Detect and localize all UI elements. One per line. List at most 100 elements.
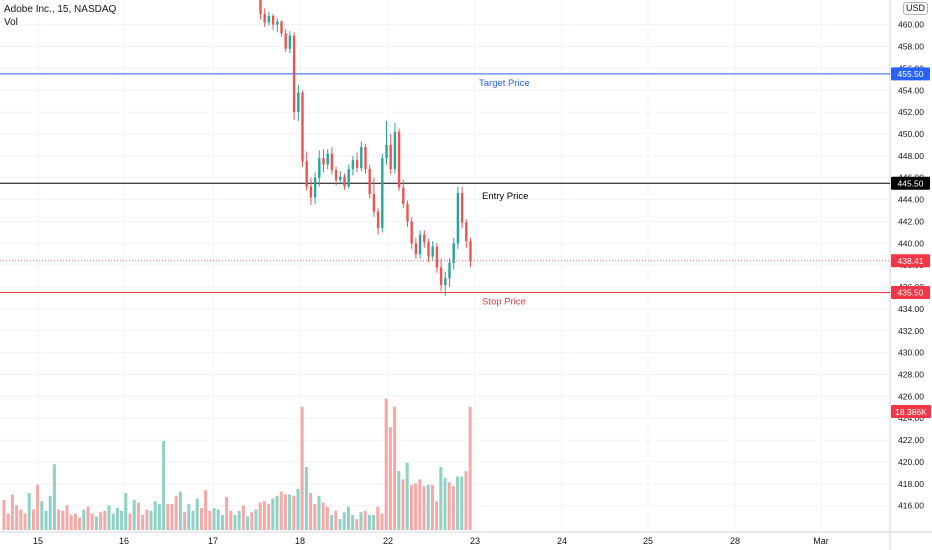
y-tick-label: 432.00	[898, 326, 924, 336]
volume-bar	[418, 479, 422, 530]
candle-body	[288, 35, 292, 49]
volume-bar	[380, 513, 384, 530]
candle-body	[339, 176, 342, 180]
volume-bar	[414, 483, 418, 530]
symbol-legend: Adobe Inc., 15, NASDAQ	[4, 4, 117, 15]
volume-bar	[82, 509, 86, 530]
last-price-badge-bg	[891, 254, 930, 268]
volume-bar	[128, 513, 132, 530]
candle-body	[435, 246, 439, 268]
candle-body	[355, 160, 359, 168]
volume-bar	[149, 510, 153, 530]
volume-bar	[426, 484, 430, 530]
volume-bar	[61, 510, 65, 530]
volume-bar	[132, 499, 136, 530]
candle-body	[414, 243, 418, 255]
volume-bar	[439, 466, 443, 530]
volume-bar	[468, 406, 472, 530]
volume-bar	[304, 466, 308, 530]
candle-body	[427, 242, 430, 257]
volume-bar	[36, 484, 40, 530]
currency-badge[interactable]: USD	[903, 2, 929, 15]
price-line-label: Target Price	[479, 78, 530, 89]
volume-bar	[178, 491, 182, 530]
volume-bar	[166, 503, 170, 530]
y-tick-label: 454.00	[898, 85, 924, 95]
volume-bar	[241, 505, 245, 530]
candle-body	[469, 241, 472, 261]
candle-body	[276, 21, 279, 25]
volume-bar	[44, 510, 48, 530]
y-tick-label: 428.00	[898, 370, 924, 380]
candle-body	[267, 15, 271, 23]
y-tick-label: 418.00	[898, 479, 924, 489]
volume-bar	[212, 508, 216, 530]
volume-bar	[204, 490, 208, 530]
candle-body	[368, 168, 371, 195]
volume-bar	[90, 513, 94, 530]
volume-bar	[229, 510, 233, 530]
volume-bar	[111, 513, 115, 530]
candle-body	[439, 267, 443, 285]
volume-bar	[124, 493, 128, 530]
volume-bar	[309, 493, 313, 530]
candle-body	[364, 147, 367, 169]
x-tick-label: 25	[643, 536, 653, 546]
candle-body	[448, 263, 451, 279]
volume-bar	[145, 509, 149, 530]
volume-bar	[363, 510, 367, 530]
x-tick-label: 23	[470, 536, 480, 546]
volume-bar	[15, 505, 19, 530]
volume-bar	[359, 512, 363, 530]
volume-bar	[317, 495, 321, 530]
candle-body	[347, 168, 350, 187]
candle-body	[456, 193, 460, 244]
volume-bar	[52, 464, 56, 530]
y-tick-label: 460.00	[898, 20, 924, 30]
volume-bar	[430, 484, 434, 530]
candle-body	[297, 92, 300, 113]
y-tick-label: 458.00	[898, 42, 924, 52]
volume-bar	[262, 501, 266, 530]
volume-bar	[456, 476, 460, 530]
volume-bar	[48, 495, 52, 530]
candle-body	[330, 153, 334, 171]
volume-bar	[271, 498, 275, 530]
volume-bar	[220, 514, 224, 530]
volume-bar	[300, 406, 304, 530]
candle-body	[305, 161, 308, 187]
volume-bar	[225, 497, 229, 530]
volume-bar	[447, 482, 451, 530]
x-tick-label: 22	[383, 536, 393, 546]
volume-bar	[325, 506, 329, 530]
volume-bar	[435, 501, 439, 530]
candle-body	[351, 160, 355, 169]
price-line-label: Stop Price	[482, 297, 526, 308]
volume-bar	[288, 494, 292, 530]
candle-body	[318, 158, 321, 178]
y-tick-label: 422.00	[898, 435, 924, 445]
volume-bar	[187, 503, 191, 530]
y-tick-label: 430.00	[898, 348, 924, 358]
volume-bar	[267, 503, 271, 530]
candle-body	[376, 211, 380, 229]
volume-bar	[338, 519, 342, 530]
candle-body	[271, 15, 275, 25]
candle-body	[263, 13, 266, 23]
volume-bar	[27, 493, 31, 530]
volume-bar	[65, 505, 69, 530]
volume-bar	[31, 509, 35, 530]
candle-body	[385, 144, 388, 159]
y-tick-label: 442.00	[898, 216, 924, 226]
candle-body	[402, 187, 405, 204]
volume-bar	[422, 486, 426, 530]
price-line-badge-bg	[891, 176, 930, 190]
volume-bar	[250, 512, 254, 530]
volume-bar	[115, 508, 119, 530]
volume-bar	[162, 440, 166, 530]
volume-bar	[401, 479, 405, 530]
volume-bar	[23, 513, 27, 530]
candle-body	[372, 194, 376, 212]
x-tick-label: 16	[119, 536, 129, 546]
